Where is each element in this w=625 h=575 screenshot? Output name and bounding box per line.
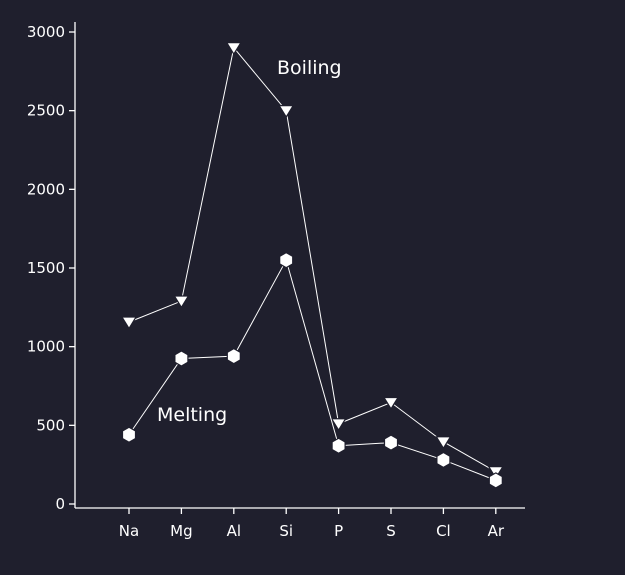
melting-series: [121, 251, 503, 489]
boiling-point-s: [382, 396, 400, 410]
x-tick-label-p: P: [334, 522, 343, 540]
y-tick-label-3000: 3000: [27, 23, 65, 41]
x-tick-label-ar: Ar: [488, 522, 505, 540]
melting-point-p: [331, 437, 346, 454]
boiling-point-cl: [435, 436, 452, 450]
melting-point-si: [279, 251, 294, 269]
y-tick-label-0: 0: [55, 495, 65, 513]
x-tick-label-si: Si: [279, 522, 293, 540]
boiling-point-mg: [173, 295, 190, 309]
boiling-point-p: [330, 418, 347, 432]
boiling-point-al: [225, 42, 242, 56]
y-tick-label-2500: 2500: [27, 102, 65, 120]
melting-series-label: Melting: [157, 404, 227, 426]
x-tick-label-cl: Cl: [436, 522, 451, 540]
y-tick-label-1000: 1000: [27, 338, 65, 356]
y-axis-ticks: 0 500 1000 1500 2000 2500 3000: [27, 23, 75, 513]
x-axis-ticks: Na Mg Al Si P S Cl Ar: [119, 508, 505, 540]
melting-point-ar: [488, 472, 503, 489]
melting-point-mg: [174, 350, 189, 367]
x-tick-label-s: S: [386, 522, 396, 540]
x-tick-label-na: Na: [119, 522, 139, 540]
y-tick-label-2000: 2000: [27, 180, 65, 198]
boiling-series-label: Boiling: [277, 57, 342, 79]
melting-point-s: [383, 434, 399, 451]
boiling-series: [120, 42, 504, 480]
melting-line: [128, 258, 496, 481]
boiling-point-si: [278, 105, 295, 119]
boiling-line: [128, 46, 497, 473]
y-tick-label-1500: 1500: [27, 259, 65, 277]
y-tick-label-500: 500: [36, 416, 65, 434]
melting-point-na: [121, 426, 137, 443]
x-tick-label-mg: Mg: [170, 522, 192, 540]
melting-point-al: [226, 347, 241, 365]
x-tick-label-al: Al: [227, 522, 241, 540]
series-layer: [120, 42, 504, 489]
melting-point-cl: [436, 451, 451, 469]
boiling-point-na: [120, 316, 138, 330]
